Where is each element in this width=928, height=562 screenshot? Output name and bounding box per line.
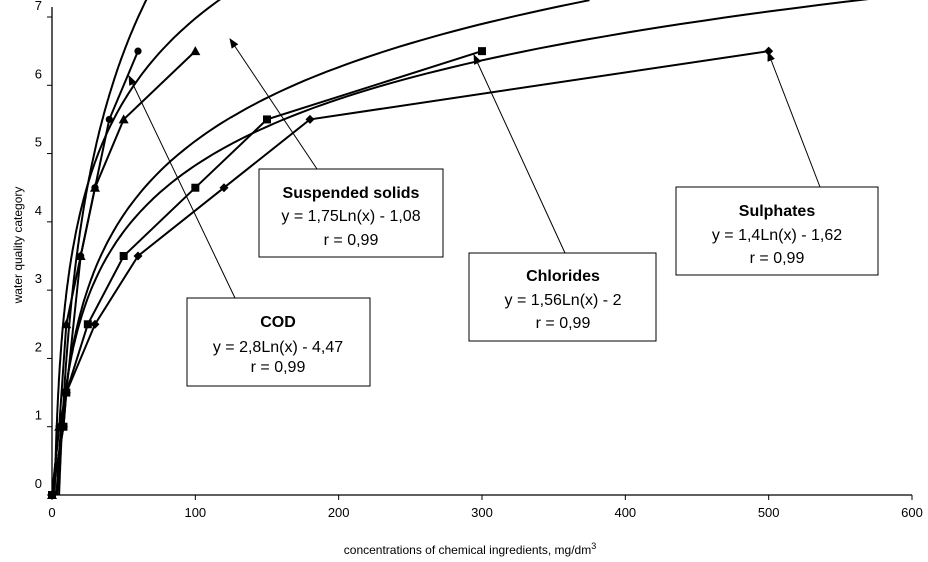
correlation-r: r = 0,99	[536, 315, 591, 332]
correlation-r: r = 0,99	[324, 232, 379, 249]
y-tick-label: 7	[35, 0, 42, 13]
annotation-frame	[186, 297, 371, 387]
x-tick-label: 500	[758, 505, 780, 520]
point-suspended-solids	[90, 182, 100, 192]
y-tick-label: 1	[35, 408, 42, 423]
y-tick-label: 5	[35, 135, 42, 150]
x-axis-label: concentrations of chemical ingredients, …	[344, 541, 596, 557]
point-suspended-solids	[75, 251, 86, 260]
point-suspended-solids	[190, 46, 201, 56]
data-line-sulphates	[51, 50, 769, 496]
annotation-box-chlorides: Chlorides y = 1,56Ln(x) - 2 r = 0,99	[468, 252, 657, 342]
x-tick-label: 300	[471, 505, 493, 520]
x-axis-label-text: concentrations of chemical ingredients, …	[344, 543, 591, 557]
axes: 0 100 200 300 400 500 600 0 1 2 3 4 5 6 7	[35, 0, 923, 520]
point-sulphates	[90, 319, 100, 329]
x-tick-label: 100	[184, 505, 206, 520]
point-cod	[134, 47, 142, 55]
annotation-frame	[675, 186, 879, 276]
annotation-box-sulphates: Sulphates y = 1,4Ln(x) - 1,62 r = 0,99	[675, 186, 879, 276]
series-name: Chlorides	[526, 268, 600, 285]
y-tick-label: 6	[35, 66, 42, 81]
point-sulphates	[61, 388, 71, 398]
series-name: COD	[260, 314, 296, 331]
point-sulphates	[47, 490, 57, 500]
x-axis-label-sup: 3	[591, 541, 596, 551]
point-chlorides	[119, 252, 128, 260]
y-tick-label: 3	[35, 271, 42, 286]
point-chlorides	[83, 320, 92, 329]
correlation-r: r = 0,99	[750, 250, 805, 267]
fit-equation: y = 1,4Ln(x) - 1,62	[712, 227, 842, 244]
annotation-box-cod: COD y = 2,8Ln(x) - 4,47 r = 0,99	[186, 297, 371, 387]
point-chlorides	[478, 47, 486, 56]
point-suspended-solids	[61, 319, 72, 329]
fit-curve-suspended-solids	[53, 0, 221, 495]
correlation-r: r = 0,99	[251, 359, 306, 376]
annotation-frame	[468, 252, 657, 342]
fit-equation: y = 2,8Ln(x) - 4,47	[213, 339, 343, 356]
fit-equation: y = 1,56Ln(x) - 2	[505, 292, 622, 309]
point-sulphates	[219, 183, 229, 193]
arrow-chlorides	[473, 54, 566, 254]
point-sulphates	[58, 422, 68, 432]
fit-equation: y = 1,75Ln(x) - 1,08	[281, 208, 420, 225]
point-cod	[105, 115, 113, 124]
data-markers	[47, 46, 774, 500]
x-tick-label: 200	[328, 505, 350, 520]
series-name: Sulphates	[739, 203, 816, 220]
x-tick-label: 400	[614, 505, 636, 520]
y-axis-label: water quality category	[11, 187, 25, 305]
y-tick-label: 0	[35, 476, 42, 491]
annotation-box-suspended-solids: Suspended solids y = 1,75Ln(x) - 1,08 r = …	[258, 168, 444, 258]
point-sulphates	[133, 251, 143, 261]
annotation-arrows	[128, 38, 821, 299]
point-sulphates	[305, 114, 315, 124]
arrow-cod	[128, 75, 236, 299]
series-name: Suspended solids	[283, 185, 420, 202]
point-chlorides	[191, 183, 200, 192]
arrow-suspended-solids	[229, 38, 318, 170]
point-suspended-solids	[118, 114, 129, 124]
x-tick-label: 600	[901, 505, 923, 520]
y-tick-label: 2	[35, 339, 42, 354]
annotation-frame	[258, 168, 444, 258]
arrow-sulphates	[767, 51, 821, 188]
x-tick-label: 0	[48, 505, 55, 520]
y-tick-label: 4	[35, 203, 42, 218]
point-chlorides	[263, 115, 271, 124]
